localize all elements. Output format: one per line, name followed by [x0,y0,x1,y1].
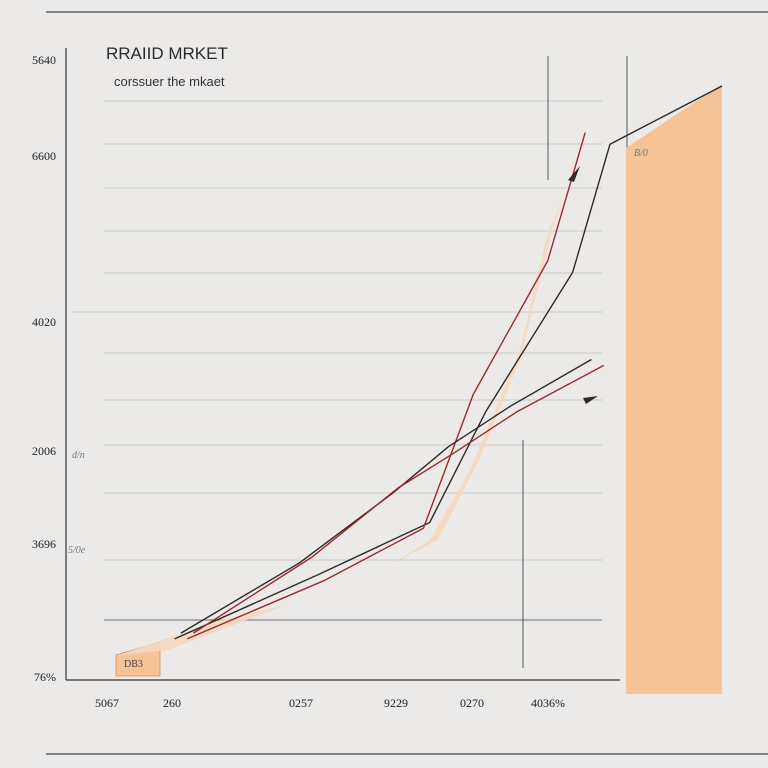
annotation-db3: DB3 [124,659,143,670]
annotation-dn: d/n [72,450,85,461]
series-line-1 [186,132,586,640]
x-tick-label-3: 9229 [384,696,408,710]
lower-wedge [116,605,286,656]
y-tick-label-4: 6600 [32,149,56,163]
x-tick-label-1: 260 [163,696,181,710]
grid [72,100,602,621]
arrow-head-top [568,166,580,182]
annotation-50e: 5/0e [68,545,86,556]
x-tick-label-0: 5067 [95,696,119,710]
y-tick-label-1: 3696 [32,537,56,551]
x-tick-label-2: 0257 [289,696,313,710]
chart-title: RRAIID MRKET [106,44,228,63]
y-tick-label-5: 5640 [32,53,56,67]
x-tick-label-4: 0270 [460,696,484,710]
tick-labels: 76% 3696 2006 4020 6600 5640 5067 260 0257 9229 02… [32,53,565,710]
x-tick-label-5: 4036% [531,696,565,710]
y-tick-label-3: 4020 [32,315,56,329]
chart-subtitle: corssuer the mkaet [114,74,225,89]
annotation-b0: B/0 [634,148,648,159]
y-tick-label-2: 2006 [32,444,56,458]
upper-wedge [392,192,566,564]
y-tick-label-0: 76% [34,670,56,684]
right-band [626,84,722,694]
series-line-0 [174,85,723,640]
arrow-head-mid [583,396,598,404]
series-line-2 [180,358,592,634]
series-lines [174,85,723,640]
shapes [115,84,722,694]
series-line-3 [192,364,605,634]
